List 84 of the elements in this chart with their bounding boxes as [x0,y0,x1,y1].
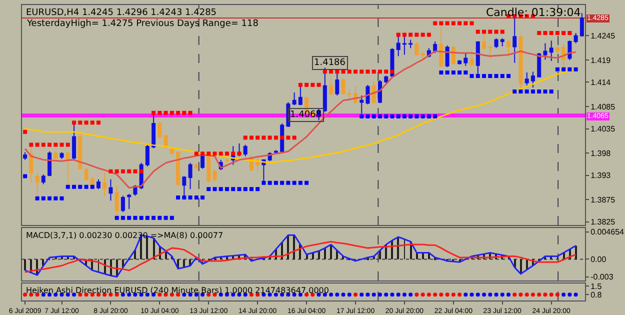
candlestick [41,174,46,185]
chart-title: EURUSD,H4 1.4245 1.4296 1.4243 1.4285 [26,8,217,18]
candlestick [212,169,217,182]
candlestick [488,44,492,58]
candlestick [108,178,113,202]
candlestick [225,158,229,163]
candlestick [408,39,413,49]
candlestick [439,22,444,68]
bar [520,259,522,274]
candlestick [568,40,572,61]
candlestick [78,132,82,170]
candlestick [48,150,52,177]
candlestick [127,193,132,210]
candlestick [372,80,376,104]
candlestick [420,50,425,60]
bar [24,259,26,270]
candlestick [347,88,352,101]
y-tick-label: 1.398 [590,148,612,158]
y-tick-label: 1.419 [590,56,612,65]
bar [575,246,577,260]
y-tick-label: 1.5 [590,282,602,291]
candlestick [530,71,535,88]
candlestick [360,95,364,114]
candlestick [120,195,125,213]
bar [42,259,44,266]
y-tick-label: 1.393 [590,171,612,180]
candlestick [188,162,192,190]
candlestick [96,178,100,190]
candlestick [433,40,438,54]
candlestick [54,150,58,160]
candlestick [384,75,388,84]
candlestick [464,52,468,66]
annotation: Candle: 01:39:04 [486,6,581,19]
y-tick-label: -0.003 [590,272,614,282]
candlestick [506,39,510,57]
candlestick [549,40,554,62]
candlestick [445,44,450,68]
candlestick [114,185,119,218]
candlestick [451,44,456,64]
candlestick [84,167,88,182]
candlestick [458,60,462,66]
chart-title: Heiken Ashi Direction EURUSD (240 Minute Bars) 1.0000 2147483647.0000 [26,286,329,295]
chart-title: MACD(3,7,1) 0.00230 0.00230 =>MA(8) 0.00077 [26,231,224,240]
candlestick [482,31,486,50]
candlestick [574,32,578,44]
candlestick [60,152,64,160]
candlestick [194,163,198,170]
candlestick [23,152,28,160]
y-tick-label: 1.414 [590,78,612,88]
y-tick-label: 1.4035 [590,124,616,134]
candlestick [102,172,107,196]
candlestick [145,144,150,167]
candlestick [292,92,296,106]
y-tick-label: 1.4245 [590,32,616,40]
bar [146,236,148,260]
candlestick [396,34,400,57]
candlestick [176,150,180,186]
candlestick [378,80,382,104]
y-tick-label: 1.3825 [590,218,616,227]
line-series [24,240,577,273]
y-tick-label: 1.3875 [590,196,616,205]
candlestick [500,38,504,47]
candlestick [206,152,211,182]
bar [324,248,326,260]
candlestick [366,84,370,105]
y-tick-label: 0.00 [590,255,607,264]
candlestick [35,172,40,200]
candlestick [562,44,566,70]
candlestick [494,38,498,49]
candlestick [341,78,346,95]
annotation: 1.4186 [314,58,346,68]
candlestick [72,121,76,160]
y-tick-label: 1.4085 [590,102,616,112]
candlestick [158,121,162,139]
y-tick-label: 0.8 [590,290,602,300]
candlestick [537,52,542,78]
candlestick [243,144,248,157]
candlestick [329,78,334,96]
candlestick [414,42,419,56]
candlestick [543,42,548,60]
candlestick [580,12,584,38]
candlestick [470,50,474,66]
y-tick-label: 0.004654 [590,228,625,237]
candlestick [524,72,529,86]
